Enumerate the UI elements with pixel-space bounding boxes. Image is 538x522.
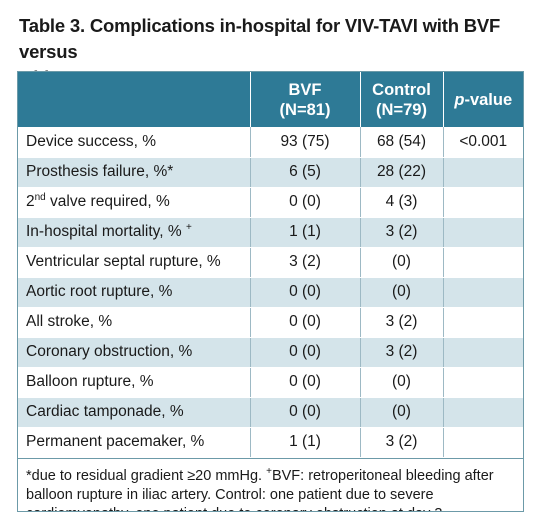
row-label-sup: nd (34, 192, 46, 203)
bvf-value: 0 (0) (250, 397, 361, 428)
bvf-value: 0 (0) (250, 367, 361, 398)
row-label: Device success, % (18, 127, 251, 158)
row-label: Permanent pacemaker, % (18, 427, 251, 458)
row-label: All stroke, % (18, 307, 251, 338)
row-label: Ventricular septal rupture, % (18, 247, 251, 278)
control-value: 3 (2) (360, 307, 444, 338)
header-cell-control: Control (N=79) (360, 72, 444, 127)
footnote-part2: BVF: retroperitoneal bleeding after ball… (26, 467, 494, 512)
row-label: 2nd valve required, % (18, 187, 251, 218)
row-label: Prosthesis failure, %* (18, 157, 251, 188)
p-value (443, 307, 523, 338)
row-label-sup: + (185, 222, 192, 233)
control-value: 3 (2) (360, 337, 444, 368)
header-bvf-line2: (N=81) (279, 100, 331, 119)
bvf-value: 1 (1) (250, 217, 361, 248)
table-row: All stroke, % 0 (0) 3 (2) (18, 307, 523, 338)
table-title-line-1: Table 3. Complications in-hospital for V… (19, 15, 501, 62)
row-label-text: In-hospital mortality, % (26, 223, 186, 240)
header-pvalue-rest: -value (464, 90, 513, 109)
row-label: In-hospital mortality, % + (18, 217, 251, 248)
header-cell-empty (18, 72, 251, 127)
bvf-value: 0 (0) (250, 307, 361, 338)
bvf-value: 6 (5) (250, 157, 361, 188)
control-value: 68 (54) (360, 127, 444, 158)
p-value (443, 367, 523, 398)
row-label: Coronary obstruction, % (18, 337, 251, 368)
bvf-value: 0 (0) (250, 187, 361, 218)
p-value (443, 247, 523, 278)
control-value: (0) (360, 277, 444, 308)
table-row: Permanent pacemaker, % 1 (1) 3 (2) (18, 427, 523, 458)
row-label-post: valve required, % (45, 193, 170, 210)
bvf-value: 1 (1) (250, 427, 361, 458)
control-value: 3 (2) (360, 427, 444, 458)
control-value: 28 (22) (360, 157, 444, 188)
row-label: Aortic root rupture, % (18, 277, 251, 308)
control-value: (0) (360, 247, 444, 278)
p-value (443, 187, 523, 218)
p-value (443, 397, 523, 428)
bvf-value: 93 (75) (250, 127, 361, 158)
p-value: <0.001 (443, 127, 523, 158)
header-cell-bvf: BVF (N=81) (250, 72, 361, 127)
p-value (443, 157, 523, 188)
row-label: Balloon rupture, % (18, 367, 251, 398)
header-control-line2: (N=79) (376, 100, 427, 119)
table-row: 2nd valve required, % 0 (0) 4 (3) (18, 187, 523, 218)
p-value (443, 337, 523, 368)
complications-table: BVF (N=81) Control (N=79) p-value Device… (18, 72, 523, 458)
row-label: Cardiac tamponade, % (18, 397, 251, 428)
table-footnote: *due to residual gradient ≥20 mmHg. +BVF… (18, 457, 523, 512)
table-row: Coronary obstruction, % 0 (0) 3 (2) (18, 337, 523, 368)
table-container: BVF (N=81) Control (N=79) p-value Device… (17, 71, 524, 512)
footnote-sup: + (266, 465, 272, 477)
control-value: (0) (360, 397, 444, 428)
table-row: Ventricular septal rupture, % 3 (2) (0) (18, 247, 523, 278)
control-value: 4 (3) (360, 187, 444, 218)
p-value (443, 427, 523, 458)
header-row: BVF (N=81) Control (N=79) p-value (18, 72, 523, 127)
header-cell-pvalue: p-value (443, 72, 523, 127)
row-label-pre: 2 (26, 193, 35, 210)
table-row: Aortic root rupture, % 0 (0) (0) (18, 277, 523, 308)
header-pvalue-italic: p (454, 90, 465, 109)
footnote-part1: *due to residual gradient ≥20 mmHg. (26, 467, 267, 484)
table-row: Cardiac tamponade, % 0 (0) (0) (18, 397, 523, 428)
table-row: Balloon rupture, % 0 (0) (0) (18, 367, 523, 398)
p-value (443, 277, 523, 308)
header-bvf-line1: BVF (288, 80, 322, 99)
control-value: (0) (360, 367, 444, 398)
control-value: 3 (2) (360, 217, 444, 248)
header-control-line1: Control (372, 80, 431, 99)
table-row: Prosthesis failure, %* 6 (5) 28 (22) (18, 157, 523, 188)
table-row: Device success, % 93 (75) 68 (54) <0.001 (18, 127, 523, 158)
bvf-value: 0 (0) (250, 337, 361, 368)
bvf-value: 0 (0) (250, 277, 361, 308)
p-value (443, 217, 523, 248)
bvf-value: 3 (2) (250, 247, 361, 278)
table-row: In-hospital mortality, % + 1 (1) 3 (2) (18, 217, 523, 248)
